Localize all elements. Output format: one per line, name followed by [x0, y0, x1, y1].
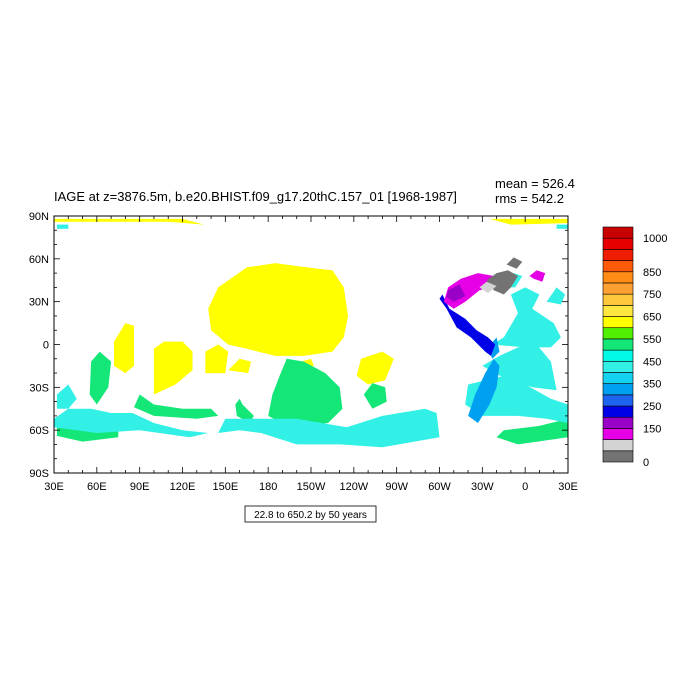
colorbar-label: 750 — [643, 289, 661, 301]
data-region-11 — [89, 351, 112, 405]
colorbar-label: 650 — [643, 312, 661, 324]
data-region-5 — [153, 341, 193, 395]
data-region-19 — [218, 408, 440, 448]
x-tick-labels: 30E 60E 90E 120E 150E 180 150W 120W 90W 60W 30W 0 30… — [44, 481, 578, 493]
data-region-8 — [356, 351, 394, 385]
x-tick-label: 150W — [297, 481, 326, 493]
colorbar-swatch — [602, 372, 634, 384]
rms-label: rms = 542.2 — [495, 191, 564, 206]
data-region-15 — [363, 383, 387, 409]
y-tick-label: 60N — [29, 254, 49, 266]
x-tick-label: 120W — [339, 481, 368, 493]
colorbar-swatch — [602, 383, 634, 396]
colorbar-swatch — [602, 316, 634, 329]
chart-title: IAGE at z=3876.5m, b.e20.BHIST.f09_g17.2… — [54, 189, 457, 204]
colorbar-label: 450 — [643, 356, 661, 368]
y-tick-label: 90S — [29, 468, 49, 480]
data-region-30 — [529, 270, 546, 282]
colorbar-swatch — [602, 405, 634, 418]
data-region-31 — [446, 284, 466, 302]
colorbar-swatch — [602, 450, 634, 463]
colorbar-label: 850 — [643, 267, 661, 279]
x-tick-label: 30E — [44, 481, 64, 493]
data-region-4 — [208, 263, 349, 356]
colorbar — [602, 226, 634, 463]
colorbar-swatch — [602, 226, 634, 239]
colorbar-swatch — [602, 260, 634, 273]
colorbar-label: 550 — [643, 334, 661, 346]
data-region-9 — [228, 358, 251, 374]
y-tick-label: 0 — [43, 340, 49, 352]
data-region-14 — [235, 398, 254, 423]
x-tick-label: 120E — [170, 481, 196, 493]
data-region-22 — [482, 344, 557, 391]
y-tick-labels: 90N 60N 30N 0 30S 60S 90S — [29, 211, 49, 480]
colorbar-swatch — [602, 416, 634, 429]
x-tick-label: 180 — [259, 481, 277, 493]
x-tick-label: 90W — [385, 481, 408, 493]
x-tick-label: 60W — [428, 481, 451, 493]
x-tick-label: 30W — [471, 481, 494, 493]
data-region-23 — [492, 287, 561, 348]
colorbar-swatch — [602, 439, 634, 452]
colorbar-labels: 0 150 250 350 450 550 650 750 850 1000 — [643, 233, 667, 469]
colorbar-label: 0 — [643, 457, 649, 469]
data-region-12 — [268, 358, 343, 428]
y-tick-label: 30N — [29, 297, 49, 309]
y-tick-label: 30S — [29, 382, 49, 394]
colorbar-label: 250 — [643, 401, 661, 413]
x-tick-label: 150E — [212, 481, 238, 493]
data-region-3 — [556, 224, 568, 229]
colorbar-swatch — [602, 271, 634, 284]
colorbar-swatch — [602, 327, 634, 340]
data-region-7 — [205, 344, 229, 374]
data-region-0 — [54, 218, 204, 225]
colorbar-swatch — [602, 428, 634, 440]
colorbar-swatch — [602, 237, 634, 250]
colorbar-swatch — [602, 360, 634, 373]
colorbar-swatch — [602, 338, 634, 351]
mean-label: mean = 526.4 — [495, 176, 575, 191]
x-tick-label: 90E — [130, 481, 150, 493]
data-region-32 — [486, 270, 518, 295]
data-region-6 — [114, 323, 134, 374]
data-region-20 — [56, 384, 77, 409]
data-region-28 — [439, 294, 496, 356]
data-region-34 — [479, 281, 497, 294]
colorbar-swatch — [602, 249, 634, 261]
data-region-26 — [468, 358, 500, 423]
colorbar-swatch — [602, 349, 634, 362]
x-tick-label: 0 — [522, 481, 528, 493]
data-region-1 — [489, 218, 568, 225]
x-tick-label: 60E — [87, 481, 107, 493]
colorbar-swatch — [602, 293, 634, 306]
colorbar-label: 150 — [643, 423, 661, 435]
data-region-25 — [546, 287, 566, 305]
data-region-13 — [134, 394, 219, 419]
data-region-33 — [506, 257, 523, 269]
x-tick-label: 30E — [558, 481, 578, 493]
data-region-16 — [496, 418, 568, 445]
data-regions — [54, 218, 568, 448]
colorbar-label: 1000 — [643, 233, 667, 245]
colorbar-swatch — [602, 282, 634, 295]
y-tick-label: 90N — [29, 211, 49, 223]
y-tick-label: 60S — [29, 425, 49, 437]
data-region-2 — [56, 224, 69, 229]
colorbar-swatch — [602, 394, 634, 407]
colorbar-label: 350 — [643, 379, 661, 391]
contour-info-box — [244, 505, 377, 523]
axis-ticks — [53, 215, 569, 474]
data-region-29 — [443, 273, 500, 309]
colorbar-swatch — [602, 305, 634, 317]
data-region-18 — [54, 408, 209, 438]
contour-info-label: 22.8 to 650.2 by 50 years — [254, 510, 367, 521]
